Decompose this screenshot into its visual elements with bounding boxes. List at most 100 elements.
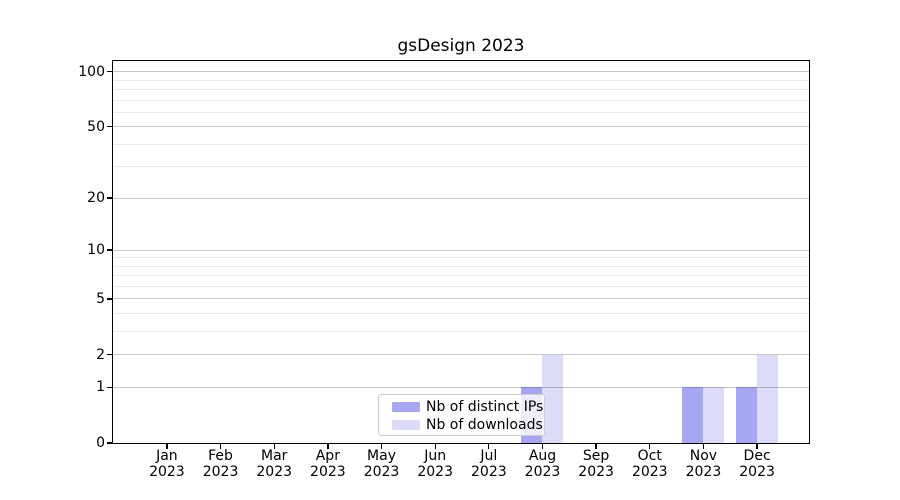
x-tick-month: Feb (208, 448, 233, 464)
x-tick-label-dec: Dec 2023 (730, 448, 784, 480)
x-tick-month: Dec (743, 448, 771, 464)
gridline-minor-3 (113, 330, 809, 332)
gridline-minor-80 (113, 88, 809, 90)
x-tick-6 (488, 443, 490, 449)
x-tick-month: Jul (480, 448, 498, 464)
x-tick-11 (756, 443, 758, 449)
x-tick-label-jan: Jan 2023 (140, 448, 194, 480)
gridline-major-5 (113, 298, 809, 300)
bar-downloads-aug (542, 354, 564, 443)
x-tick-label-nov: Nov 2023 (676, 448, 730, 480)
gridline-major-1 (113, 386, 809, 388)
x-tick-1 (219, 443, 222, 449)
x-tick-8 (595, 443, 597, 449)
x-tick-month: Apr (315, 448, 340, 464)
y-tick-label-2: 2 (96, 346, 105, 363)
x-tick-7 (541, 443, 544, 449)
gridline-minor-7 (113, 275, 809, 277)
x-tick-year: 2023 (310, 464, 346, 480)
y-tick-100 (107, 71, 113, 73)
x-tick-year: 2023 (417, 464, 453, 480)
gridline-major-10 (113, 249, 809, 251)
gridline-major-2 (113, 354, 809, 356)
x-tick-month: May (367, 448, 396, 464)
gridline-major-50 (113, 126, 809, 128)
gridline-minor-6 (113, 285, 809, 287)
bar-distinct-ips-nov (682, 387, 704, 443)
y-tick-label-20: 20 (87, 190, 105, 207)
gridline-minor-40 (113, 143, 809, 145)
legend-item-downloads: Nb of downloads (392, 416, 544, 434)
y-tick-label-5: 5 (96, 290, 105, 307)
x-tick-0 (166, 443, 168, 449)
x-tick-4 (380, 443, 383, 449)
y-tick-label-100: 100 (78, 63, 105, 80)
x-tick-year: 2023 (363, 464, 400, 480)
x-tick-5 (434, 443, 436, 449)
y-tick-label-1: 1 (96, 379, 105, 396)
y-tick-label-10: 10 (87, 242, 105, 259)
x-tick-label-sep: Sep 2023 (569, 448, 623, 480)
x-tick-label-jun: Jun 2023 (408, 448, 462, 480)
legend-label-distinct-ips: Nb of distinct IPs (426, 399, 544, 415)
x-tick-year: 2023 (149, 464, 185, 480)
x-tick-label-apr: Apr 2023 (301, 448, 355, 480)
gridline-minor-4 (113, 313, 809, 315)
gridline-minor-90 (113, 79, 809, 81)
y-tick-2 (107, 354, 113, 356)
legend: Nb of distinct IPs Nb of downloads (378, 394, 545, 436)
x-tick-label-aug: Aug 2023 (515, 448, 569, 480)
x-tick-label-jul: Jul 2023 (462, 448, 516, 480)
y-tick-label-50: 50 (87, 118, 105, 135)
gridline-major-100 (113, 71, 809, 73)
x-tick-label-may: May 2023 (355, 448, 409, 480)
y-tick-20 (107, 197, 113, 199)
gridline-minor-70 (113, 99, 809, 101)
x-tick-label-mar: Mar 2023 (247, 448, 301, 480)
bar-downloads-dec (757, 354, 779, 443)
x-tick-label-oct: Oct 2023 (623, 448, 677, 480)
x-tick-month: Jan (156, 448, 178, 464)
x-tick-month: Mar (260, 448, 288, 464)
y-tick-5 (107, 298, 113, 300)
chart-title: gsDesign 2023 (397, 36, 525, 56)
x-tick-year: 2023 (524, 464, 561, 480)
x-tick-10 (702, 443, 705, 449)
x-tick-year: 2023 (685, 464, 722, 480)
y-tick-0 (107, 442, 113, 444)
x-tick-year: 2023 (578, 464, 614, 480)
x-tick-month: Oct (637, 448, 662, 464)
x-tick-year: 2023 (471, 464, 507, 480)
x-tick-year: 2023 (202, 464, 239, 480)
bar-distinct-ips-dec (736, 387, 758, 443)
legend-label-downloads: Nb of downloads (426, 417, 543, 433)
bar-downloads-nov (703, 387, 725, 443)
plot-frame (112, 60, 810, 444)
x-tick-2 (273, 443, 275, 449)
y-tick-50 (107, 126, 113, 128)
gridline-major-20 (113, 197, 809, 199)
x-tick-3 (327, 443, 329, 449)
x-tick-year: 2023 (739, 464, 775, 480)
y-tick-1 (107, 386, 113, 388)
x-tick-year: 2023 (631, 464, 668, 480)
y-tick-label-0: 0 (96, 435, 105, 451)
y-tick-10 (107, 249, 113, 251)
gridline-minor-60 (113, 111, 809, 113)
gridline-minor-9 (113, 257, 809, 259)
legend-swatch-distinct-ips-icon (392, 402, 420, 412)
x-tick-label-feb: Feb 2023 (194, 448, 248, 480)
x-tick-9 (649, 443, 651, 449)
gridline-minor-8 (113, 265, 809, 267)
x-tick-month: Nov (689, 448, 718, 464)
x-tick-year: 2023 (256, 464, 293, 480)
legend-swatch-downloads-icon (392, 420, 420, 430)
x-tick-month: Jun (424, 448, 447, 464)
x-tick-month: Sep (582, 448, 610, 464)
x-tick-month: Aug (528, 448, 557, 464)
legend-item-distinct-ips: Nb of distinct IPs (392, 398, 544, 416)
gridline-minor-30 (113, 166, 809, 168)
